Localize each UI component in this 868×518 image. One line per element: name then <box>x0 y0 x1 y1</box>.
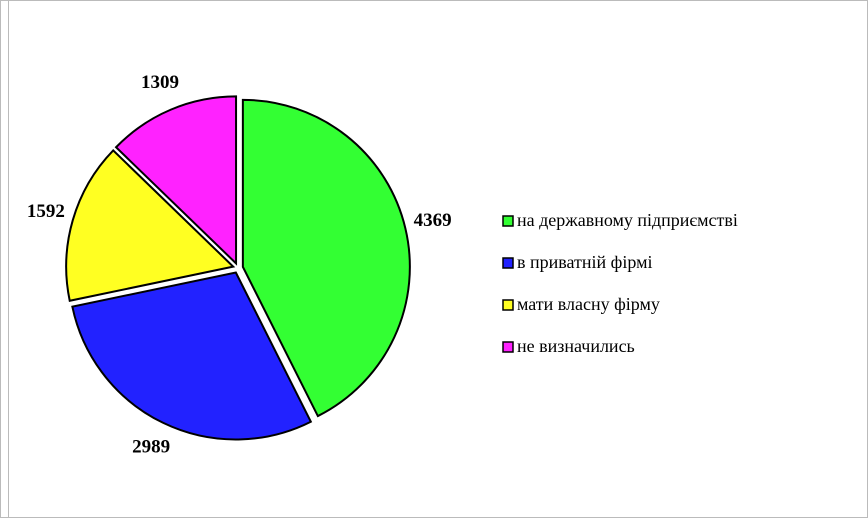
legend-swatch <box>502 215 514 227</box>
legend-swatch <box>502 299 514 311</box>
legend-label: не визначились <box>517 336 635 356</box>
pie-slice <box>71 271 313 441</box>
pie-slice <box>241 98 411 418</box>
legend-swatch <box>502 257 514 269</box>
data-label: 1309 <box>141 72 179 93</box>
data-label: 1592 <box>27 201 65 222</box>
pie-slice <box>65 149 236 302</box>
pie-slice <box>114 95 238 266</box>
legend-label: мати власну фірму <box>517 294 660 314</box>
legend-label: в приватній фірмі <box>517 252 652 272</box>
legend-swatch <box>502 341 514 353</box>
legend-label: на державному підприємстві <box>517 210 738 230</box>
data-label: 4369 <box>414 210 452 231</box>
data-label: 2989 <box>132 436 170 457</box>
